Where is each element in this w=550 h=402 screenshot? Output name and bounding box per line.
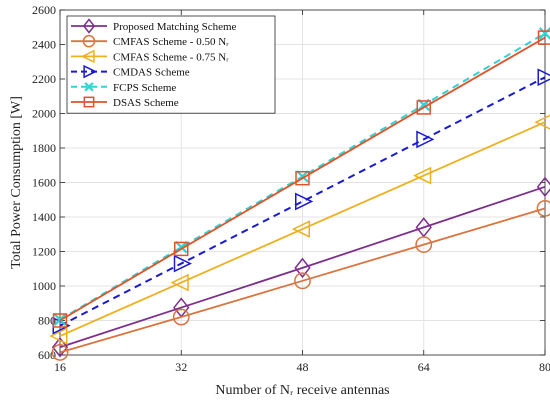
legend-marker-cmdas-scheme [83,64,98,79]
series-proposed-matching-scheme [51,176,550,358]
x-axis-label: Number of Nᵣ receive antennas [215,383,389,398]
axes: 600 800 1000 1200 1400 1600 1800 2000 2200 2400 26… [32,3,550,374]
data-point-cmfas-scheme-0-50-n [415,236,433,254]
y-tick-label: 2000 [32,107,56,121]
y-tick-label: 2600 [32,3,56,17]
legend-item-cmdas-scheme: CMDAS Scheme [71,64,190,79]
y-tick-label: 1200 [32,245,56,259]
data-point-cmdas-scheme [416,130,435,149]
series-line-cmfas-scheme-0-50-n [59,207,546,354]
x-tick-label: 64 [418,360,430,374]
series-cmfas-scheme-0-75-n [49,114,550,345]
legend-label-fcps-scheme: FCPS Scheme [113,82,176,94]
legend-item-cmfas-scheme-0-75-n: CMFAS Scheme - 0.75 Nᵣ [71,49,229,64]
legend-box [66,15,276,114]
legend-marker-cmfas-scheme-0-75-n [80,49,95,64]
series-cmfas-scheme-0-50-n [51,199,550,361]
data-point-cmfas-scheme-0-75-n [49,327,68,345]
series-line-cmfas-scheme-0-75-n [59,121,546,337]
legend-label-dsas-scheme: DSAS Scheme [113,97,179,109]
data-point-proposed-matching-scheme [294,257,311,279]
legend-label-cmfas-scheme-0-50-n: CMFAS Scheme - 0.50 Nᵣ [113,36,229,48]
series-layer [49,27,550,361]
data-point-proposed-matching-scheme [51,337,69,358]
legend-item-fcps-scheme: FCPS Scheme [71,82,176,94]
data-point-cmfas-scheme-0-75-n [170,273,189,292]
data-point-cmdas-scheme [173,254,192,273]
data-point-dsas-scheme [537,30,550,45]
y-tick-label: 2400 [32,38,56,52]
data-point-dsas-scheme [295,170,310,186]
y-tick-label: 2200 [32,72,56,86]
data-point-cmfas-scheme-0-75-n [291,220,310,238]
legend: Proposed Matching Scheme CMFAS Scheme - 0… [66,15,276,114]
series-line-cmdas-scheme [59,76,546,327]
x-tick-label: 32 [175,360,187,374]
data-point-fcps-scheme [538,27,550,40]
legend-label-proposed-matching-scheme: Proposed Matching Scheme [113,21,237,33]
legend-marker-proposed-matching-scheme [82,18,96,34]
data-point-dsas-scheme [52,313,68,328]
data-point-dsas-scheme [174,241,189,257]
legend-item-cmfas-scheme-0-50-n: CMFAS Scheme - 0.50 Nᵣ [71,34,229,48]
legend-item-dsas-scheme: DSAS Scheme [71,96,179,109]
legend-label-cmdas-scheme: CMDAS Scheme [113,67,190,79]
y-tick-label: 1800 [32,141,56,155]
y-tick-label: 1600 [32,176,56,190]
y-tick-label: 1400 [32,210,56,224]
data-point-dsas-scheme [416,100,431,115]
x-tick-label: 48 [297,360,309,374]
series-dsas-scheme [52,30,550,328]
y-tick-label: 1000 [32,279,56,293]
data-point-cmfas-scheme-0-75-n [413,166,432,185]
x-tick-label: 16 [54,360,66,374]
legend-label-cmfas-scheme-0-75-n: CMFAS Scheme - 0.75 Nᵣ [113,51,229,63]
legend-marker-cmfas-scheme-0-50-n [82,34,96,48]
data-point-cmfas-scheme-0-50-n [172,308,190,326]
data-point-cmdas-scheme [295,192,314,211]
y-tick-label: 600 [38,348,56,362]
data-point-cmfas-scheme-0-50-n [536,199,550,217]
data-point-cmfas-scheme-0-50-n [294,272,311,290]
x-tick-label: 80 [539,360,550,374]
y-axis-label: Total Power Consumption [W] [9,96,24,269]
data-point-cmfas-scheme-0-50-n [51,344,69,361]
series-line-dsas-scheme [59,36,546,322]
data-point-cmfas-scheme-0-75-n [534,114,550,130]
data-point-cmdas-scheme [537,68,550,87]
legend-marker-dsas-scheme [83,96,95,108]
legend-marker-fcps-scheme [84,82,94,92]
y-tick-label: 800 [38,314,56,328]
legend-item-proposed-matching-scheme: Proposed Matching Scheme [71,18,237,34]
series-line-proposed-matching-scheme [59,185,546,349]
